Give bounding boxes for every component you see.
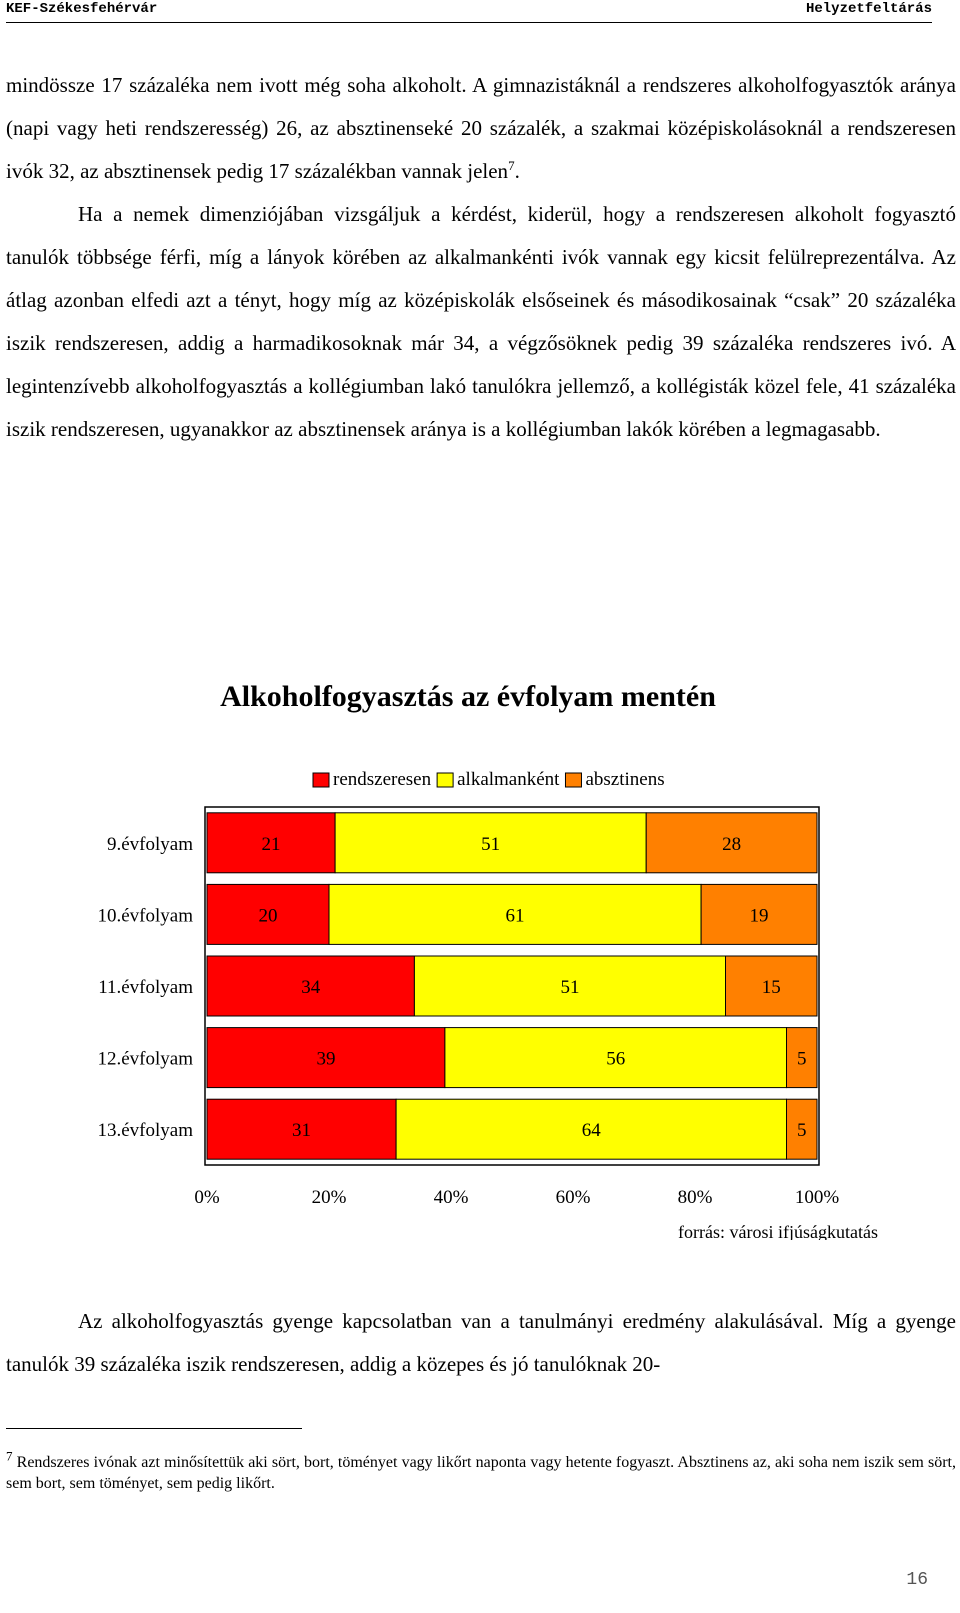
x-tick-label-2: 40% [434,1187,469,1208]
data-label-0-2: 28 [722,834,741,855]
data-label-1-1: 61 [506,905,525,926]
category-label-0: 9.évfolyam [107,834,193,855]
data-label-1-0: 20 [259,905,278,926]
footnote-number: 7 [6,1448,13,1464]
bar-1-0 [206,883,330,945]
data-label-2-2: 15 [762,977,781,998]
legend-swatch-0 [312,772,330,788]
bar-0-0 [206,812,336,874]
legend-label-2: absztinens [585,769,664,790]
bar-4-1 [395,1098,787,1160]
category-label-2: 11.évfolyam [98,977,193,998]
bar-0-2 [645,812,818,874]
category-label-1: 10.évfolyam [97,905,193,926]
chart-source: forrás: városi ifjúságkutatás [678,1222,878,1240]
bar-2-2 [725,955,818,1017]
body-text-bottom: Az alkoholfogyasztás gyenge kapcsolatban… [6,1300,956,1386]
chart-title: Alkoholfogyasztás az évfolyam mentén [220,680,716,713]
bar-3-1 [444,1027,787,1089]
data-label-0-0: 21 [262,834,281,855]
bar-1-1 [328,883,702,945]
x-tick-label-4: 80% [678,1187,713,1208]
footnote-ref: 7 [508,158,515,173]
data-label-3-2: 5 [797,1049,807,1070]
data-label-4-2: 5 [797,1120,807,1141]
legend-label-1: alkalmanként [457,769,560,790]
legend-label-0: rendszeresen [333,769,432,790]
x-tick-label-0: 0% [194,1187,220,1208]
paragraph-2: Ha a nemek dimenziójában vizsgáljuk a ké… [6,202,956,441]
bar-1-2 [700,883,818,945]
bar-3-0 [206,1027,446,1089]
paragraph-3: Az alkoholfogyasztás gyenge kapcsolatban… [6,1309,956,1376]
header-right: Helyzetfeltárás [805,1,932,17]
bar-4-2 [786,1098,818,1160]
page-number: 16 [906,1570,928,1590]
data-label-3-0: 39 [316,1049,335,1070]
data-label-4-1: 64 [582,1120,602,1141]
paragraph-1: mindössze 17 százaléka nem ivott még soh… [6,73,956,183]
data-label-3-1: 56 [606,1049,625,1070]
footnote: 7 Rendszeres ivónak azt minősítettük aki… [6,1448,957,1494]
header-left: KEF-Székesfehérvár [6,1,158,17]
legend-swatch-1 [436,772,454,788]
footnote-separator [6,1428,302,1429]
body-text-top: mindössze 17 százaléka nem ivott még soh… [6,64,956,451]
category-label-4: 13.évfolyam [97,1120,193,1141]
stacked-bar-chart: Alkoholfogyasztás az évfolyam mentén rend… [97,680,878,1240]
data-label-1-2: 19 [750,905,769,926]
data-label-4-0: 31 [292,1120,311,1141]
legend-swatch-2 [564,772,582,788]
running-header: KEF-Székesfehérvár Helyzetfeltárás [6,0,932,23]
x-tick-label-3: 60% [556,1187,591,1208]
bar-2-1 [413,955,726,1017]
bar-3-2 [786,1027,818,1089]
footnote-text: Rendszeres ivónak azt minősítettük aki s… [6,1454,957,1492]
category-label-3: 12.évfolyam [97,1049,193,1070]
bar-2-0 [206,955,415,1017]
data-label-2-1: 51 [560,977,579,998]
x-tick-label-5: 100% [795,1187,840,1208]
data-label-2-0: 34 [301,977,321,998]
x-tick-label-1: 20% [312,1187,347,1208]
data-label-0-1: 51 [481,834,500,855]
